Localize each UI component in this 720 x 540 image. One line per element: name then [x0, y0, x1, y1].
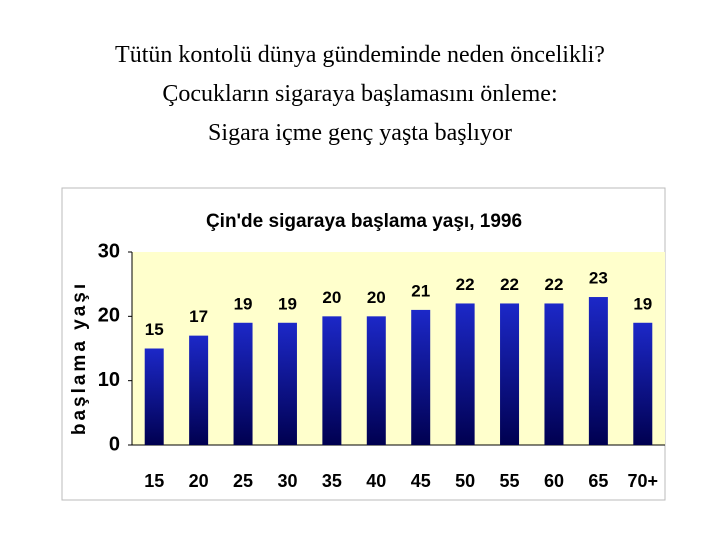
bar	[411, 309, 431, 445]
data-label: 22	[544, 275, 563, 294]
slide-line: Sigara içme genç yaşta başlıyor	[208, 120, 512, 146]
chart-title: Çin'de sigaraya başlama yaşı, 1996	[206, 211, 522, 232]
bar	[189, 335, 209, 445]
data-label: 21	[411, 281, 430, 300]
x-tick-label: 70+	[628, 471, 659, 491]
bar	[144, 348, 164, 445]
data-label: 19	[278, 294, 297, 313]
bar	[322, 316, 342, 445]
data-label: 19	[633, 294, 652, 313]
data-label: 15	[145, 320, 164, 339]
data-label: 19	[234, 294, 253, 313]
data-label: 22	[456, 275, 475, 294]
y-tick-label: 30	[98, 240, 120, 262]
slide-line: Tütün kontolü dünya gündeminde neden önc…	[115, 42, 605, 68]
bar	[277, 322, 297, 445]
bar	[633, 322, 653, 445]
bar	[233, 322, 253, 445]
data-label: 22	[500, 275, 519, 294]
data-label: 23	[589, 269, 608, 288]
x-tick-label: 35	[322, 471, 342, 491]
x-tick-label: 15	[144, 471, 164, 491]
plot-area	[132, 252, 665, 445]
bar	[500, 303, 520, 445]
x-tick-label: 45	[411, 471, 431, 491]
data-label: 20	[322, 288, 341, 307]
x-tick-label: 65	[588, 471, 608, 491]
x-tick-label: 60	[544, 471, 564, 491]
x-tick-label: 30	[277, 471, 297, 491]
slide-line: Çocukların sigaraya başlamasını önleme:	[162, 81, 557, 107]
x-tick-label: 25	[233, 471, 253, 491]
x-tick-label: 20	[189, 471, 209, 491]
data-label: 20	[367, 288, 386, 307]
data-label: 17	[189, 307, 208, 326]
x-tick-label: 50	[455, 471, 475, 491]
y-tick-label: 0	[109, 433, 120, 455]
y-tick-label: 10	[98, 369, 120, 391]
y-axis-label: başlama yaşı	[69, 281, 90, 435]
bar	[455, 303, 475, 445]
x-tick-label: 40	[366, 471, 386, 491]
bar	[366, 316, 386, 445]
y-tick-label: 20	[98, 305, 120, 327]
x-tick-label: 55	[500, 471, 520, 491]
bar	[544, 303, 564, 445]
bar	[588, 297, 608, 445]
